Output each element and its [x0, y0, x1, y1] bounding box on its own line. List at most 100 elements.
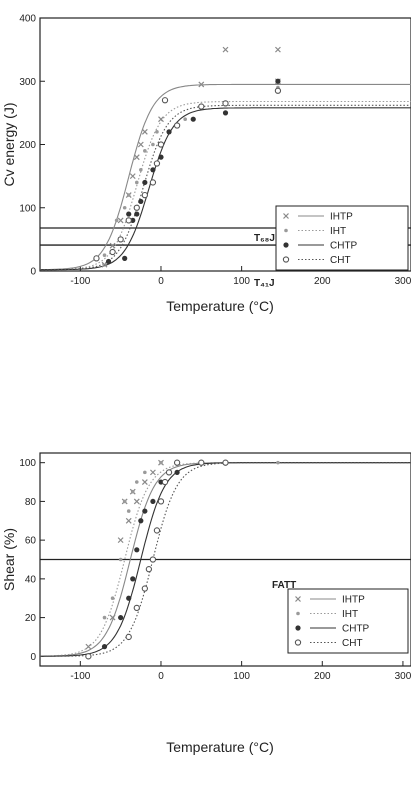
series-cht — [93, 87, 282, 262]
legend-label: IHTP — [330, 212, 353, 223]
y-tick-label: 40 — [25, 574, 37, 585]
data-point — [165, 469, 173, 476]
data-point — [109, 614, 116, 621]
reference-line-label: FATT — [272, 580, 296, 591]
series-chtp — [101, 460, 229, 650]
legend-entry-ihtp: IHTP — [283, 212, 353, 223]
data-point — [134, 547, 140, 553]
data-point — [155, 130, 159, 134]
data-point — [274, 87, 282, 94]
fit-curve-ihtp — [40, 83, 411, 271]
legend-entry-cht: CHT — [294, 638, 363, 649]
data-point — [126, 509, 131, 513]
data-point — [150, 498, 156, 505]
legend-label: CHTP — [342, 624, 370, 635]
y-tick-label: 100 — [19, 458, 36, 469]
legend-entry-iht: IHT — [296, 609, 358, 620]
data-point — [114, 218, 119, 223]
data-point — [161, 97, 169, 104]
x-tick-label: 100 — [233, 276, 250, 287]
data-point — [126, 193, 131, 197]
series-iht — [102, 85, 280, 257]
y-tick-label: 0 — [30, 267, 36, 278]
legend-marker — [283, 213, 289, 219]
legend-entry-iht: IHT — [284, 226, 346, 237]
data-point — [222, 100, 229, 107]
x-tick-label: 100 — [233, 671, 250, 682]
series-iht — [102, 460, 280, 620]
data-point — [142, 508, 148, 514]
data-point — [125, 633, 132, 641]
data-point — [173, 122, 181, 129]
chart-2: -100 0 100 200 300 0 20 40 60 80 100 Temperature (°… — [1, 452, 411, 755]
x-tick-label: 300 — [395, 671, 411, 682]
data-point — [85, 653, 92, 660]
y-tick-label: 200 — [19, 140, 36, 151]
data-point — [101, 261, 108, 268]
legend-label: IHTP — [342, 595, 365, 606]
data-point — [222, 110, 229, 116]
data-point — [117, 217, 124, 224]
y-tick-label: 20 — [25, 613, 37, 624]
x-tick-label: 200 — [314, 276, 331, 287]
data-point — [133, 604, 140, 612]
data-point — [222, 459, 229, 466]
data-point — [198, 81, 205, 88]
data-point — [126, 595, 132, 601]
data-point — [129, 173, 136, 180]
legend-marker — [282, 256, 290, 263]
legend-marker — [295, 596, 301, 602]
legend-label: IHT — [330, 226, 346, 237]
data-point — [139, 168, 143, 172]
legend-label: IHT — [342, 609, 358, 620]
y-tick-label: 400 — [19, 14, 36, 25]
data-point — [117, 236, 124, 243]
data-point — [174, 469, 180, 475]
data-point — [122, 499, 127, 504]
legend-label: CHTP — [330, 241, 358, 252]
data-point — [143, 149, 147, 153]
data-point — [274, 46, 281, 53]
data-point — [149, 469, 156, 476]
data-point — [166, 129, 172, 135]
data-point — [101, 644, 108, 650]
legend-entry-ihtp: IHTP — [295, 595, 365, 606]
reference-line-label: T₆₈J — [254, 233, 275, 244]
data-point — [134, 480, 139, 484]
data-point — [138, 518, 144, 524]
data-point — [85, 643, 92, 650]
data-point — [141, 191, 148, 199]
data-point — [158, 154, 164, 160]
series-ihtp — [85, 459, 164, 650]
x-tick-label: -100 — [70, 671, 90, 682]
y-tick-label: 300 — [19, 77, 36, 88]
x-tick-label: 0 — [158, 276, 164, 287]
legend-marker — [295, 625, 301, 631]
legend-label: CHT — [342, 638, 363, 649]
y-axis-label: Cv energy (J) — [1, 102, 17, 186]
data-point — [161, 478, 169, 486]
data-point — [145, 566, 153, 573]
y-axis-label: Shear (%) — [1, 528, 17, 591]
data-point — [130, 489, 135, 494]
data-point — [222, 46, 229, 53]
x-tick-label: 300 — [395, 276, 411, 287]
data-point — [150, 167, 156, 173]
data-point — [158, 116, 164, 123]
x-tick-label: 200 — [314, 671, 331, 682]
data-point — [118, 614, 124, 621]
data-point — [276, 460, 280, 465]
data-point — [134, 180, 139, 185]
legend-entry-chtp: CHTP — [295, 624, 370, 635]
data-point — [126, 211, 132, 217]
data-point — [133, 498, 140, 505]
data-point — [118, 557, 123, 562]
data-point — [138, 198, 144, 205]
data-point — [157, 498, 165, 505]
series-cht — [85, 459, 229, 660]
series-chtp — [105, 78, 281, 265]
data-point — [153, 160, 161, 167]
data-point — [117, 537, 124, 544]
data-point — [109, 242, 116, 249]
legend-entry-chtp: CHTP — [283, 241, 358, 252]
